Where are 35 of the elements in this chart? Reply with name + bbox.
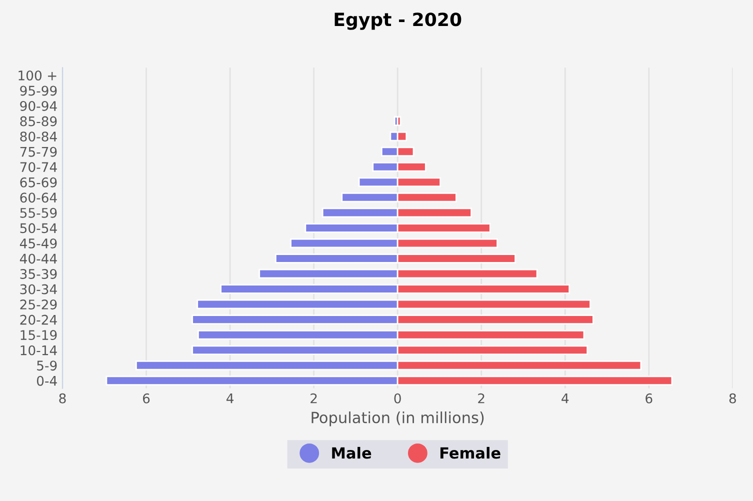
y-tick-label: 30-34 (20, 284, 57, 294)
x-axis-title: Population (in millions) (312, 411, 484, 426)
x-tick-label: 4 (562, 394, 569, 404)
y-tick-label: 55-59 (20, 208, 57, 218)
y-tick-label: 65-69 (20, 177, 57, 188)
y-tick-label: 75-79 (20, 146, 57, 157)
y-tick-label: 0-4 (36, 376, 57, 386)
x-tick-label: 6 (142, 393, 150, 404)
y-tick-label: 85-89 (20, 116, 57, 126)
x-tick-label: 6 (646, 393, 652, 404)
y-tick-label: 35-39 (20, 268, 57, 279)
chart-title: Egypt - 2020 (334, 12, 462, 30)
legend-label: Female (440, 446, 500, 459)
y-tick-label: 10-14 (20, 345, 57, 356)
y-tick-label: 5-9 (37, 360, 57, 371)
y-tick-label: 60-64 (20, 192, 57, 203)
y-tick-label: 50-54 (20, 223, 57, 234)
y-tick-label: 100 + (18, 70, 56, 80)
y-tick-label: 20-24 (20, 314, 57, 325)
y-tick-label: 95-99 (20, 86, 57, 96)
x-tick-label: 2 (478, 393, 484, 404)
x-tick-label: 4 (226, 394, 234, 404)
x-tick-label: 0 (394, 393, 401, 404)
y-tick-label: 25-29 (20, 300, 57, 310)
y-tick-label: 40-44 (20, 254, 57, 264)
y-tick-label: 15-19 (20, 330, 57, 340)
x-tick-label: 8 (729, 393, 736, 404)
legend-label: Male (332, 446, 372, 459)
x-tick-label: 8 (59, 393, 66, 404)
x-tick-label: 2 (310, 393, 317, 404)
y-tick-label: 80-84 (20, 132, 57, 142)
y-tick-label: 45-49 (20, 238, 57, 248)
bar (396, 116, 402, 126)
y-tick-label: 70-74 (20, 162, 57, 172)
y-tick-label: 90-94 (20, 101, 57, 112)
